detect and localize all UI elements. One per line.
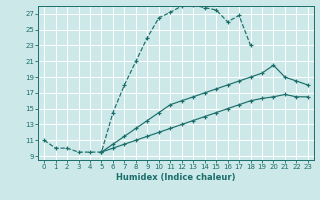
X-axis label: Humidex (Indice chaleur): Humidex (Indice chaleur) bbox=[116, 173, 236, 182]
